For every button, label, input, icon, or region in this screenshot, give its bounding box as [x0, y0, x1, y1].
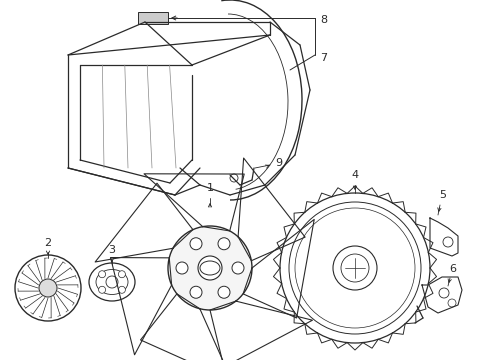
Circle shape: [190, 238, 202, 250]
Text: 4: 4: [351, 170, 359, 180]
Circle shape: [439, 288, 449, 298]
FancyBboxPatch shape: [138, 12, 168, 24]
Text: 7: 7: [320, 53, 327, 63]
Text: 6: 6: [449, 264, 457, 274]
Text: 1: 1: [206, 183, 214, 193]
Circle shape: [98, 286, 106, 293]
Ellipse shape: [200, 261, 220, 275]
Circle shape: [168, 226, 252, 310]
Circle shape: [119, 286, 125, 293]
Circle shape: [448, 299, 456, 307]
Circle shape: [218, 238, 230, 250]
Text: 8: 8: [320, 15, 327, 25]
Circle shape: [198, 256, 222, 280]
Text: 5: 5: [440, 190, 446, 200]
Circle shape: [39, 279, 57, 297]
Circle shape: [119, 271, 125, 278]
Text: 2: 2: [45, 238, 51, 248]
Circle shape: [176, 262, 188, 274]
Text: 3: 3: [108, 245, 116, 255]
Circle shape: [218, 286, 230, 298]
Circle shape: [232, 262, 244, 274]
Text: 9: 9: [275, 158, 282, 168]
Circle shape: [443, 237, 453, 247]
Circle shape: [106, 276, 118, 288]
Circle shape: [190, 286, 202, 298]
Circle shape: [98, 271, 106, 278]
